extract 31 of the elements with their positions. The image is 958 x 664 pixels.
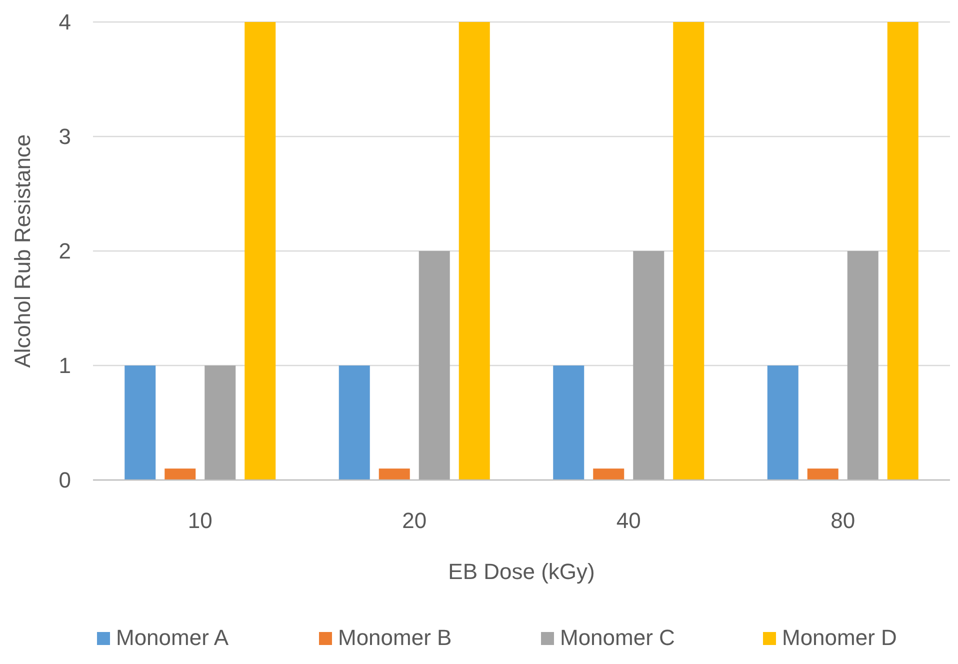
legend-label: Monomer C [560, 625, 676, 650]
bar [593, 468, 624, 480]
bar [767, 366, 798, 480]
legend-label: Monomer D [782, 625, 897, 650]
bar [633, 251, 664, 480]
bar [204, 366, 236, 480]
y-tick-label: 3 [58, 124, 71, 150]
bar [673, 22, 704, 480]
x-tick-label: 40 [616, 508, 641, 533]
y-tick-label: 4 [58, 10, 71, 35]
y-tick-label: 2 [58, 238, 71, 264]
bar [378, 468, 410, 480]
x-tick-label: 10 [188, 508, 212, 533]
bar [847, 251, 878, 480]
bar [458, 22, 490, 480]
y-axis-title: Alcohol Rub Resistance [10, 134, 35, 368]
bar [244, 22, 276, 480]
legend-label: Monomer A [116, 625, 229, 650]
y-tick-label: 0 [58, 468, 71, 493]
bar [124, 366, 156, 480]
bar [553, 366, 584, 480]
bar [338, 366, 370, 480]
bar [807, 468, 838, 480]
bar [418, 251, 450, 480]
bar [887, 22, 918, 480]
x-tick-label: 80 [830, 508, 856, 533]
bar [164, 468, 196, 480]
legend-label: Monomer B [338, 625, 452, 650]
x-axis-title: EB Dose (kGy) [448, 559, 595, 584]
x-tick-label: 20 [402, 508, 427, 533]
y-tick-label: 1 [58, 353, 71, 378]
